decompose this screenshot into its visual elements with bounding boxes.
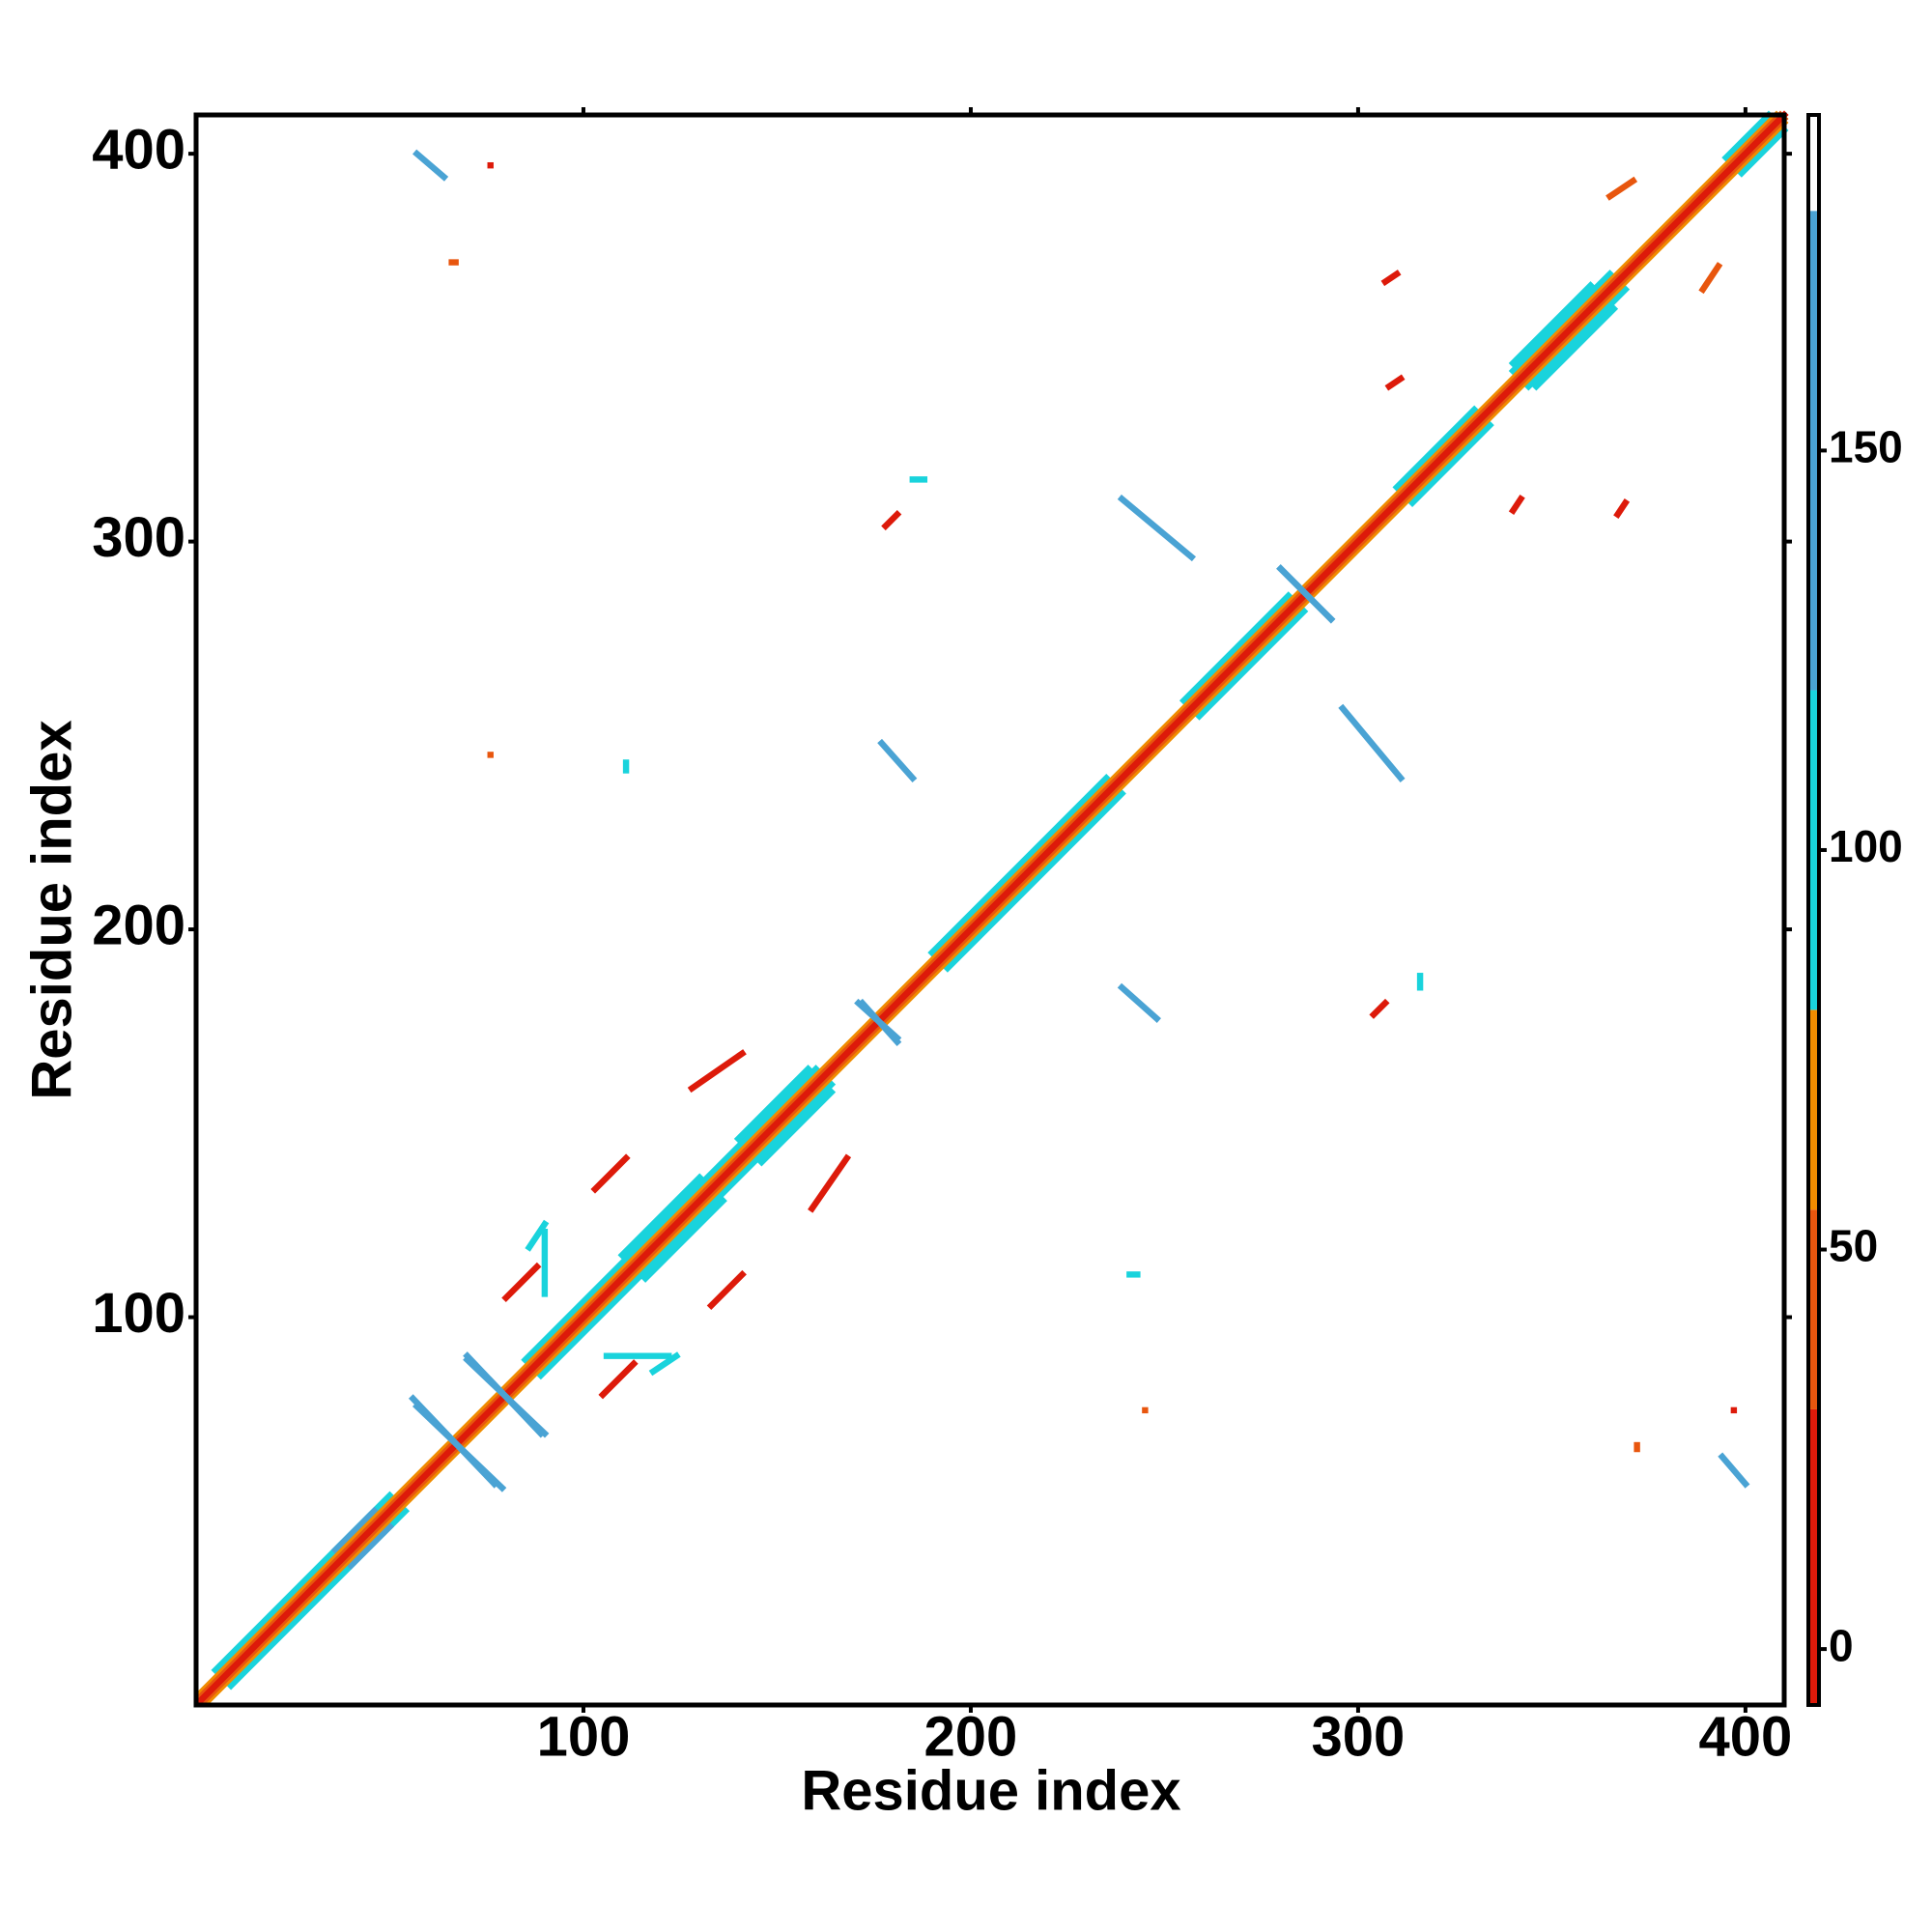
contact-segment xyxy=(1117,982,1161,1023)
contact-segment xyxy=(1508,281,1596,368)
y-tick-label: 400 xyxy=(92,118,185,181)
colorbar-tick-label: 150 xyxy=(1829,422,1903,472)
colorbar-bin xyxy=(1808,1009,1819,1210)
contact-segment xyxy=(858,998,902,1047)
contact-segment xyxy=(346,1521,395,1571)
contact-segment xyxy=(536,1080,837,1380)
colorbar-bin xyxy=(1808,1408,1819,1705)
plot-frame xyxy=(193,112,1787,1708)
contact-segment xyxy=(525,1219,550,1252)
contact-segment xyxy=(1392,405,1479,492)
colorbar-bin xyxy=(1808,115,1819,212)
contact-segment xyxy=(501,1262,542,1302)
x-tick-label: 200 xyxy=(924,1705,1018,1768)
contact-segment xyxy=(463,1355,550,1438)
x-tick-label: 100 xyxy=(537,1705,631,1768)
contact-segment xyxy=(598,1359,639,1400)
contact-segment xyxy=(412,1402,507,1492)
contact-segment xyxy=(733,1065,813,1144)
contact-segment xyxy=(1117,494,1197,562)
contact-segment xyxy=(943,789,1126,973)
x-axis-title: Residue index xyxy=(801,1759,1180,1822)
contact-segment xyxy=(1338,703,1406,783)
contact-segment xyxy=(808,1153,852,1213)
colorbar-bin xyxy=(1808,690,1819,1010)
contact-segment xyxy=(1605,176,1638,201)
y-tick-label: 200 xyxy=(92,894,185,956)
contact-segment xyxy=(1179,591,1293,705)
contact-segment xyxy=(1698,262,1723,295)
contact-segment xyxy=(412,149,449,182)
colorbar-frame xyxy=(1806,113,1821,1707)
contact-segment xyxy=(706,1269,747,1311)
contact-segment xyxy=(1384,374,1406,391)
contact-segment xyxy=(1531,304,1619,391)
colorbar-bin xyxy=(1808,211,1819,691)
colorbar-tick-label: 50 xyxy=(1829,1221,1878,1271)
contact-segment xyxy=(1194,607,1309,721)
y-tick-label: 300 xyxy=(92,506,185,569)
x-tick-label: 300 xyxy=(1312,1705,1406,1768)
contact-segment xyxy=(687,1049,747,1094)
contact-segment xyxy=(1369,998,1390,1019)
y-tick-label: 100 xyxy=(92,1282,185,1345)
contact-segment xyxy=(1407,420,1494,507)
contact-segment xyxy=(877,738,918,783)
contact-segment xyxy=(1380,270,1402,287)
contact-segment xyxy=(648,1351,681,1377)
contact-segment xyxy=(640,1196,727,1283)
contact-segment xyxy=(617,1173,704,1260)
contact-segment xyxy=(1721,110,1774,162)
contact-segment xyxy=(330,1506,379,1554)
contact-segment xyxy=(1718,1452,1750,1489)
contact-segment xyxy=(590,1153,631,1194)
colorbar-bin xyxy=(1808,1209,1819,1409)
contact-cells xyxy=(195,110,1789,1706)
contact-segment xyxy=(881,509,902,531)
contact-segment xyxy=(1737,126,1789,178)
colorbar-tick-label: 100 xyxy=(1829,821,1903,871)
contact-segment xyxy=(756,1088,837,1167)
y-axis-title: Residue index xyxy=(20,720,83,1099)
contact-segment xyxy=(1613,498,1631,519)
contact-segment xyxy=(521,1065,821,1365)
contact-segment xyxy=(1508,495,1525,515)
colorbar-tick-label: 0 xyxy=(1829,1620,1854,1670)
contact-segment xyxy=(927,773,1111,957)
contact-segment xyxy=(195,110,1789,1706)
contact-segment xyxy=(1523,285,1631,391)
contact-segment xyxy=(1508,270,1615,376)
contact-segment xyxy=(1276,564,1336,624)
x-tick-label: 400 xyxy=(1699,1705,1793,1768)
